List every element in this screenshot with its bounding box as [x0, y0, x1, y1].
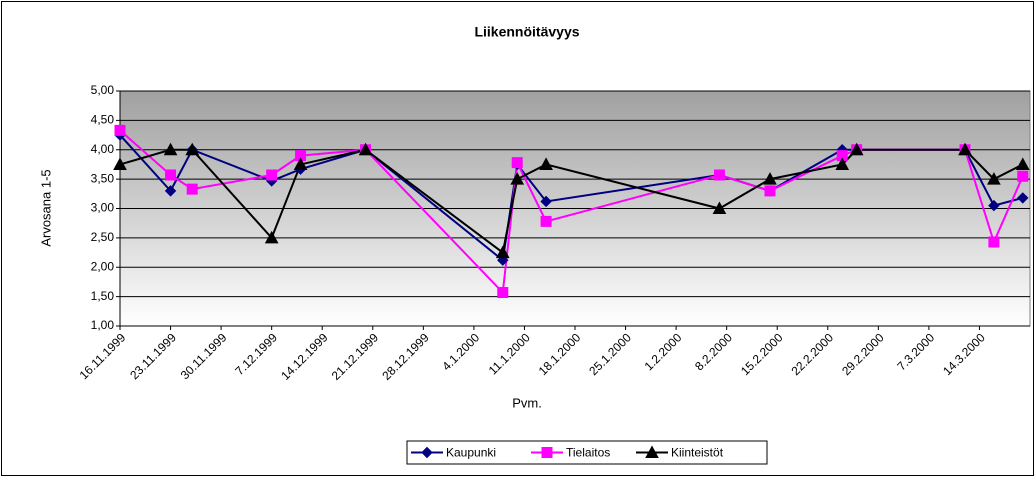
data-point — [164, 185, 177, 197]
data-point — [163, 142, 178, 156]
legend-marker — [421, 446, 433, 459]
data-point — [988, 199, 1000, 212]
data-point — [511, 157, 523, 169]
data-point — [358, 142, 373, 156]
x-axis-label: Pvm. — [512, 395, 542, 410]
y-tick-label: 2,00 — [91, 259, 115, 273]
legend-box — [406, 440, 768, 465]
data-point — [185, 142, 200, 156]
y-tick-label: 3,00 — [91, 201, 115, 215]
data-point — [1015, 157, 1030, 170]
y-tick-label: 1,50 — [91, 289, 115, 303]
data-point — [293, 157, 308, 170]
data-point — [266, 169, 278, 181]
data-point — [264, 230, 279, 244]
y-axis-label: Arvosana 1-5 — [38, 169, 53, 246]
y-tick-label: 5,00 — [91, 83, 115, 97]
y-tick-label: 1,00 — [91, 318, 115, 332]
y-tick-label: 4,50 — [91, 113, 115, 127]
data-point — [987, 172, 1001, 185]
y-tick-label: 4,00 — [91, 142, 115, 156]
data-point — [539, 157, 553, 170]
data-point — [114, 124, 126, 136]
data-point — [958, 142, 972, 156]
data-point — [713, 169, 725, 181]
chart-title: Liikennöitävyys — [474, 24, 579, 40]
data-point — [835, 157, 850, 170]
data-point — [295, 150, 307, 162]
data-point — [186, 183, 198, 195]
data-point — [165, 169, 177, 181]
y-tick-label: 2,50 — [91, 230, 115, 244]
data-point — [764, 185, 776, 197]
data-point — [988, 236, 1000, 248]
series-line — [119, 148, 1024, 255]
legend-label: Tielaitos — [566, 446, 610, 460]
data-point — [510, 172, 525, 185]
data-point — [849, 142, 864, 156]
data-point — [1017, 192, 1029, 204]
data-point — [495, 245, 510, 259]
legend-marker — [645, 445, 659, 458]
data-point — [113, 157, 127, 170]
data-point — [540, 215, 552, 227]
data-point — [712, 201, 727, 214]
data-point — [763, 172, 777, 185]
data-point — [836, 150, 848, 162]
legend-label: Kiinteistöt — [671, 446, 724, 460]
legend-label: Kaupunki — [446, 446, 496, 460]
data-point — [497, 287, 509, 299]
legend-marker — [541, 447, 553, 458]
data-point — [540, 195, 552, 208]
y-tick-label: 3,50 — [91, 171, 115, 185]
data-point — [1017, 170, 1029, 182]
